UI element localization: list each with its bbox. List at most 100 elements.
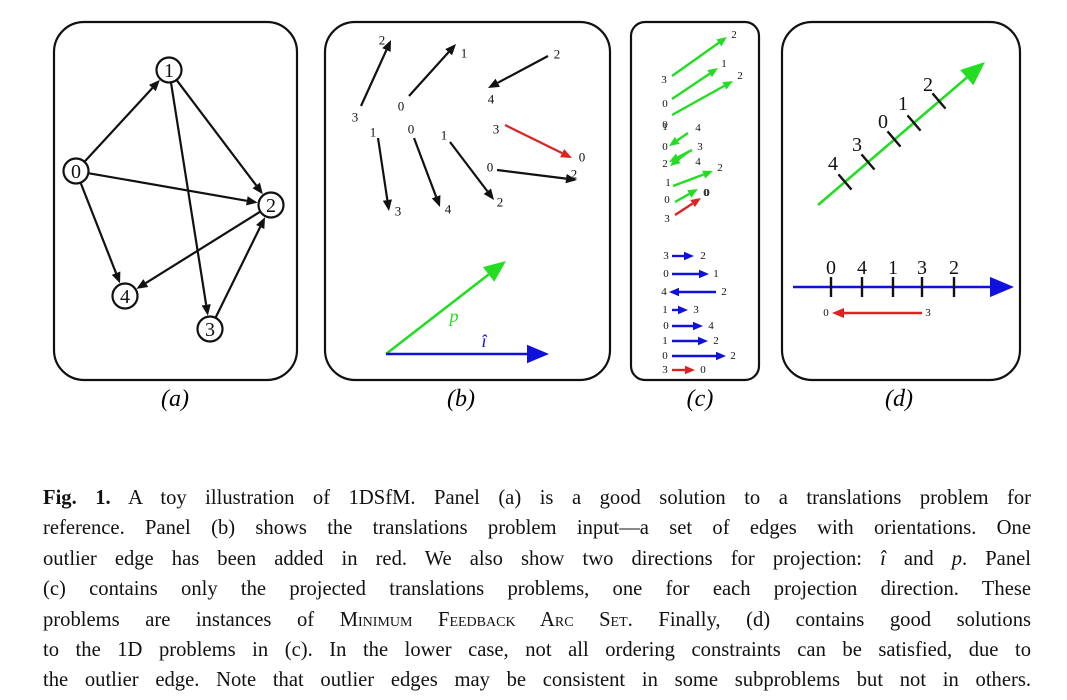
c-green-edge-2-from: 0 <box>662 119 668 131</box>
panel-b-label: (b) <box>447 386 475 412</box>
node-2: 2 <box>257 191 285 219</box>
c-blue-edge-2 <box>669 287 716 297</box>
b-edge-4-from: 0 <box>408 122 415 137</box>
c-blue-edge-2-from: 4 <box>661 286 667 298</box>
b-edge-7 <box>496 168 577 184</box>
caption-line-7: the outlier edge. Note that outlier edge… <box>43 669 1031 692</box>
c-blue-edge-3-from: 1 <box>662 304 668 316</box>
c-blue-edge-6 <box>672 351 726 361</box>
c-green-edge-3-to: 1 <box>662 121 668 133</box>
caption-line-3: outlier edge has been added in red. We a… <box>43 544 1031 574</box>
panel-c-label: (c) <box>687 386 714 412</box>
c-blue-edge-1-from: 0 <box>663 268 669 280</box>
c-green-edge-1 <box>671 68 718 100</box>
c-green-edge-4-to: 0 <box>662 141 668 153</box>
c-green-edge-3 <box>669 132 689 146</box>
b-edge-3-from: 1 <box>370 125 377 140</box>
b-edge-6 <box>504 124 572 158</box>
c-blue-edge-3-to: 3 <box>693 304 699 316</box>
c-blue-edge-4 <box>672 321 703 331</box>
b-edge-1-to: 1 <box>461 46 468 61</box>
node-1-label: 1 <box>164 60 174 82</box>
c-green-edge-6-from: 1 <box>665 177 671 189</box>
c-blue-edge-7 <box>672 365 695 375</box>
b-edge-7-from: 0 <box>487 160 494 175</box>
panel-a-frame <box>52 20 299 382</box>
caption-line-5: problems are instances of Minimum Feedba… <box>43 605 1031 635</box>
c-green-edge-6 <box>672 170 713 188</box>
b-edge-6-to: 0 <box>579 150 586 165</box>
b-edge-5-to: 2 <box>497 195 504 210</box>
d-blue-label-1: 1 <box>888 257 898 279</box>
panel-a-graph: 0 1 2 3 4 <box>62 56 285 343</box>
d-outlier-to: 0 <box>823 307 829 319</box>
d-green-label-4: 4 <box>828 153 838 175</box>
caption-line-6: to the 1D problems in (c). In the lower … <box>43 639 1031 662</box>
caption-line-1: Fig. 1. A toy illustration of 1DSfM. Pan… <box>43 483 1031 513</box>
caption-symbol-i: î <box>880 547 886 570</box>
panel-b-frame <box>323 20 612 382</box>
c-blue-edge-3 <box>672 305 688 315</box>
node-0-label: 0 <box>71 161 81 183</box>
caption-fig-label: Fig. 1. <box>43 487 111 509</box>
c-blue-edge-2-to: 2 <box>721 286 727 298</box>
d-green-label-1: 1 <box>898 93 908 115</box>
c-blue-edge-4-to: 4 <box>708 320 714 332</box>
d-green-tick-0 <box>886 130 902 148</box>
d-green-tick-3 <box>860 153 876 171</box>
b-edge-0-to: 2 <box>379 33 386 48</box>
c-green-edge-3-from: 4 <box>695 122 701 134</box>
c-green-edge-4 <box>669 148 693 162</box>
b-edge-3 <box>376 137 392 211</box>
d-outlier-from: 3 <box>925 307 931 319</box>
b-edge-3-to: 3 <box>395 204 402 219</box>
c-green-edge-7 <box>674 189 698 204</box>
c-blue-edge-0-to: 2 <box>700 250 706 262</box>
direction-p-arrow <box>385 261 506 356</box>
c-blue-edge-7-from: 3 <box>662 364 668 376</box>
b-edge-4-to: 4 <box>445 202 452 217</box>
caption-text-3c: . Panel <box>962 547 1031 570</box>
c-blue-edge-6-from: 0 <box>662 350 668 362</box>
panel-c-frame <box>629 20 761 382</box>
b-edge-0-from: 3 <box>352 110 359 125</box>
caption-text-3a: outlier edge has been added in red. We a… <box>43 547 881 570</box>
caption-text-1: A toy illustration of 1DSfM. Panel (a) i… <box>110 487 1032 509</box>
b-edge-1-from: 0 <box>398 99 405 114</box>
c-green-edge-5-from: 4 <box>695 156 701 168</box>
d-blue-line <box>793 276 1014 298</box>
node-2-label: 2 <box>266 195 276 217</box>
d-outlier-arrow <box>832 307 922 319</box>
d-green-line <box>817 62 985 206</box>
d-green-tick-1 <box>906 114 922 132</box>
c-blue-edge-1 <box>672 269 709 279</box>
b-edge-6-from: 3 <box>493 122 500 137</box>
c-green-edge-0-from: 3 <box>661 74 667 86</box>
caption-problem-name: Minimum Feedback Arc Set <box>339 608 628 631</box>
edge-1-3 <box>169 82 211 316</box>
edge-0-4 <box>79 182 121 284</box>
d-blue-label-4: 4 <box>857 257 867 279</box>
b-edge-1 <box>408 44 456 97</box>
b-edge-2 <box>488 55 549 88</box>
d-green-label-2: 2 <box>923 74 933 96</box>
d-green-label-3: 3 <box>852 134 862 156</box>
caption-symbol-p: p <box>951 547 963 570</box>
c-green-edge-4-from: 3 <box>697 141 703 153</box>
caption-text-5b: . Finally, (d) contains good solutions <box>627 608 1032 631</box>
d-green-tick-4 <box>837 173 853 191</box>
node-0: 0 <box>62 157 90 185</box>
c-green-edge-7-from: 0 <box>664 194 670 206</box>
b-edge-4 <box>412 137 441 207</box>
figure-caption: Fig. 1. A toy illustration of 1DSfM. Pan… <box>43 483 1031 696</box>
c-blue-edge-5-from: 1 <box>662 335 668 347</box>
edge-1-2 <box>175 79 263 195</box>
c-blue-edge-5 <box>672 336 708 346</box>
c-green-edge-0-to: 2 <box>731 29 737 41</box>
b-edge-5-from: 1 <box>441 128 448 143</box>
node-1: 1 <box>155 56 183 84</box>
c-green-edge-7-to: 0 <box>703 187 709 199</box>
d-blue-label-3: 3 <box>917 257 927 279</box>
